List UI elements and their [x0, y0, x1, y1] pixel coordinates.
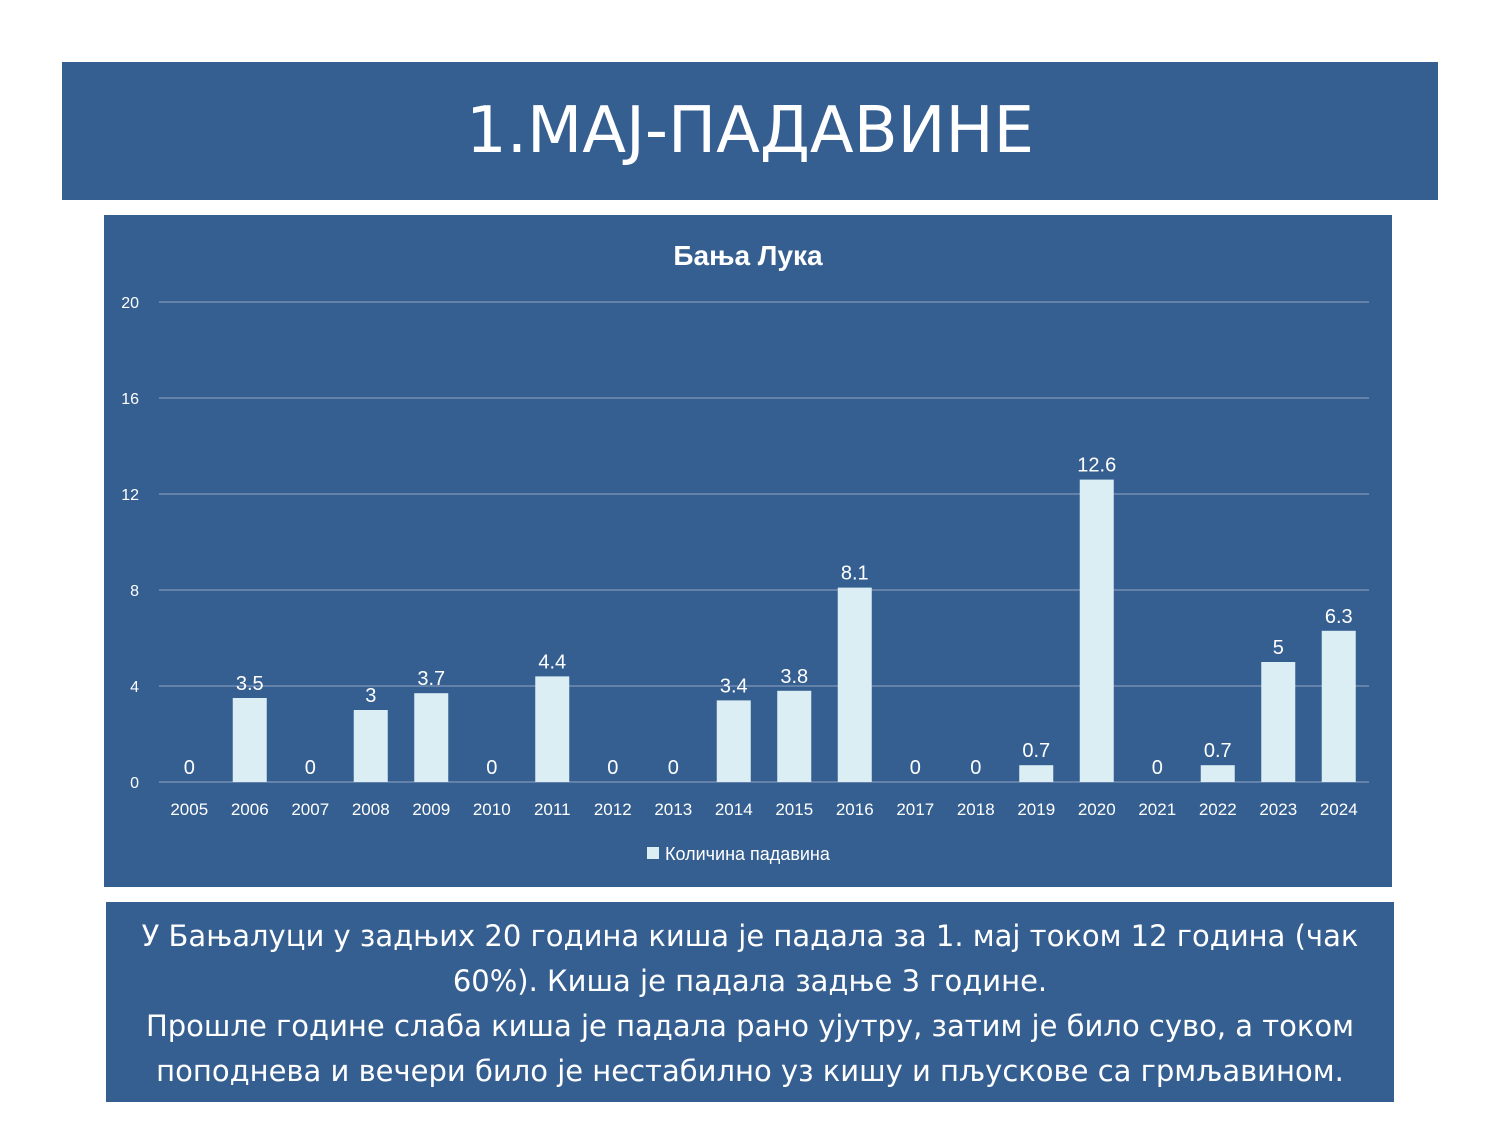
data-label: 0 — [970, 757, 981, 779]
data-label: 12.6 — [1077, 455, 1116, 477]
bar — [1261, 662, 1296, 782]
legend-label: Количина падавина — [665, 844, 831, 864]
x-tick-label: 2012 — [594, 800, 632, 819]
x-tick-label: 2018 — [957, 800, 995, 819]
x-tick-label: 2005 — [170, 800, 208, 819]
x-tick-label: 2010 — [473, 800, 511, 819]
bar — [353, 710, 388, 782]
x-tick-label: 2006 — [231, 800, 269, 819]
bar — [1200, 765, 1235, 782]
x-tick-label: 2020 — [1078, 800, 1116, 819]
bar — [837, 587, 872, 782]
x-tick-label: 2015 — [775, 800, 813, 819]
data-label: 0 — [668, 757, 679, 779]
y-tick-label: 4 — [130, 679, 139, 696]
x-tick-label: 2017 — [896, 800, 934, 819]
data-label: 0 — [486, 757, 497, 779]
bar — [1321, 630, 1356, 782]
x-tick-label: 2008 — [352, 800, 390, 819]
x-tick-label: 2024 — [1320, 800, 1358, 819]
x-tick-label: 2009 — [412, 800, 450, 819]
bar — [716, 700, 751, 782]
data-label: 3.8 — [780, 666, 808, 688]
bar — [414, 693, 449, 782]
data-label: 3.5 — [236, 673, 264, 695]
description-paragraph-1: У Бањалуци у задњих 20 година киша је па… — [141, 919, 1359, 998]
chart-title: Бања Лука — [673, 240, 823, 271]
x-tick-label: 2014 — [715, 800, 753, 819]
data-label: 8.1 — [841, 563, 869, 585]
data-label: 0 — [607, 757, 618, 779]
data-label: 3.4 — [720, 675, 748, 697]
x-tick-label: 2021 — [1138, 800, 1176, 819]
data-label: 3 — [365, 685, 376, 707]
bar — [535, 676, 570, 782]
data-label: 3.7 — [417, 668, 445, 690]
description-paragraph-2: Прошле године слаба киша је падала рано … — [145, 1009, 1355, 1088]
data-label: 0.7 — [1204, 740, 1232, 762]
data-label: 0 — [305, 757, 316, 779]
data-label: 0 — [910, 757, 921, 779]
x-tick-label: 2019 — [1017, 800, 1055, 819]
bar — [1019, 765, 1054, 782]
slide-title: 1.МАЈ-ПАДАВИНЕ — [465, 94, 1035, 168]
x-tick-label: 2016 — [836, 800, 874, 819]
data-label: 0 — [184, 757, 195, 779]
bar-chart: Бања Лука 0 4 8 12 16 20 0 2005 3.5 2006 0 2007 3 2008… — [121, 240, 1369, 864]
y-tick-label: 12 — [121, 487, 139, 504]
x-tick-label: 2023 — [1259, 800, 1297, 819]
data-label: 0.7 — [1022, 740, 1050, 762]
y-tick-label: 16 — [121, 391, 139, 408]
y-tick-label: 8 — [130, 583, 139, 600]
y-tick-label: 0 — [130, 775, 139, 792]
x-tick-label: 2022 — [1199, 800, 1237, 819]
data-label: 0 — [1152, 757, 1163, 779]
data-label: 6.3 — [1325, 606, 1353, 628]
data-label: 4.4 — [538, 651, 566, 673]
title-banner: 1.МАЈ-ПАДАВИНЕ — [62, 62, 1438, 200]
y-tick-label: 20 — [121, 295, 139, 312]
bar — [232, 698, 267, 782]
x-tick-label: 2007 — [291, 800, 329, 819]
bar — [777, 690, 812, 782]
bar — [1079, 479, 1114, 782]
data-label: 5 — [1273, 637, 1284, 659]
description-box: У Бањалуци у задњих 20 година киша је па… — [106, 902, 1394, 1102]
chart-panel: Бања Лука 0 4 8 12 16 20 0 2005 3.5 2006 0 2007 3 2008… — [104, 215, 1392, 887]
x-tick-label: 2011 — [534, 800, 571, 819]
x-tick-label: 2013 — [654, 800, 692, 819]
legend-swatch — [647, 847, 659, 859]
